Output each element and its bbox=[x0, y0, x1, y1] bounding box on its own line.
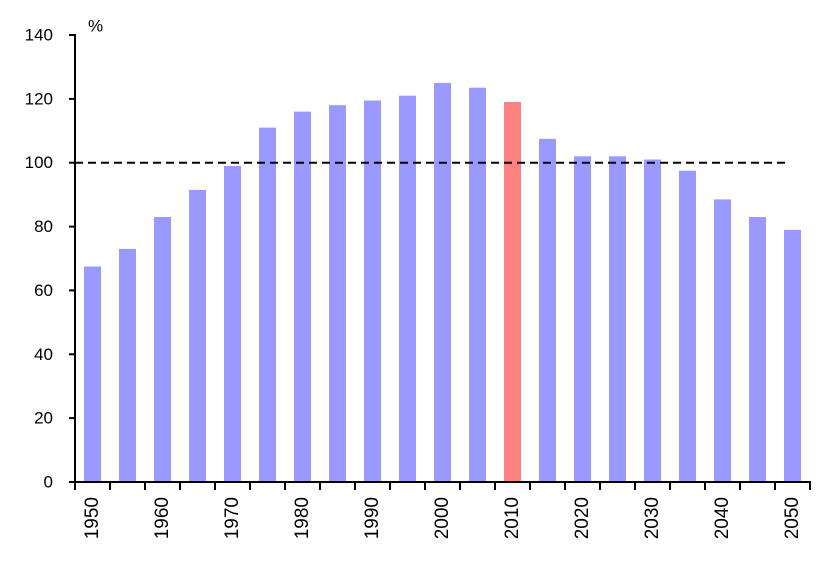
y-tick-label-140: 140 bbox=[25, 26, 53, 45]
x-tick-label-1960: 1960 bbox=[152, 497, 173, 539]
bar-1950 bbox=[84, 266, 101, 482]
bar-2030 bbox=[644, 159, 661, 482]
bar-2045 bbox=[749, 217, 766, 482]
y-tick-label-80: 80 bbox=[34, 217, 53, 236]
bar-2000 bbox=[434, 82, 451, 483]
bar-1990 bbox=[364, 100, 381, 482]
x-ticks-group: 1950 1960 1970 1980 1990 2000 2010 2020 2030 2040… bbox=[74, 483, 811, 539]
axes-group bbox=[74, 34, 811, 483]
x-tick-label-1950: 1950 bbox=[82, 497, 103, 539]
y-tick-label-60: 60 bbox=[34, 281, 53, 300]
bar-1960 bbox=[154, 217, 171, 482]
y-tick-label-0: 0 bbox=[44, 473, 53, 492]
bar-1980 bbox=[294, 111, 311, 482]
bar-2015 bbox=[539, 138, 556, 483]
highlighted-bar-2010 bbox=[504, 102, 521, 482]
y-tick-label-100: 100 bbox=[25, 153, 53, 172]
x-tick-label-2050: 2050 bbox=[782, 497, 803, 539]
x-tick-label-2010: 2010 bbox=[502, 497, 523, 539]
x-tick-label-2030: 2030 bbox=[642, 497, 663, 539]
bar-1965 bbox=[189, 189, 206, 482]
bar-2040 bbox=[714, 199, 731, 482]
bar-1995 bbox=[399, 95, 416, 482]
x-tick-label-1980: 1980 bbox=[292, 497, 313, 539]
y-tick-label-120: 120 bbox=[25, 89, 53, 108]
bar-2035 bbox=[679, 170, 696, 482]
bar-1975 bbox=[259, 127, 276, 482]
x-tick-label-1990: 1990 bbox=[362, 497, 383, 539]
bar-2050 bbox=[784, 229, 801, 482]
bar-1970 bbox=[224, 165, 241, 482]
bar-2025 bbox=[609, 156, 626, 483]
bar-1985 bbox=[329, 105, 346, 482]
x-tick-label-2020: 2020 bbox=[572, 497, 593, 539]
y-tick-label-20: 20 bbox=[34, 409, 53, 428]
y-tick-label-40: 40 bbox=[34, 345, 53, 364]
bar-2020 bbox=[574, 156, 591, 483]
x-tick-label-2000: 2000 bbox=[432, 497, 453, 539]
bars-group bbox=[84, 82, 801, 483]
bar-2005 bbox=[469, 87, 486, 482]
y-axis-unit-label: % bbox=[88, 17, 103, 36]
bar-1955 bbox=[119, 248, 136, 482]
y-ticks-group: 0 20 40 60 80 100 120 140 bbox=[25, 26, 75, 492]
x-tick-label-2040: 2040 bbox=[712, 497, 733, 539]
x-tick-label-1970: 1970 bbox=[222, 497, 243, 539]
